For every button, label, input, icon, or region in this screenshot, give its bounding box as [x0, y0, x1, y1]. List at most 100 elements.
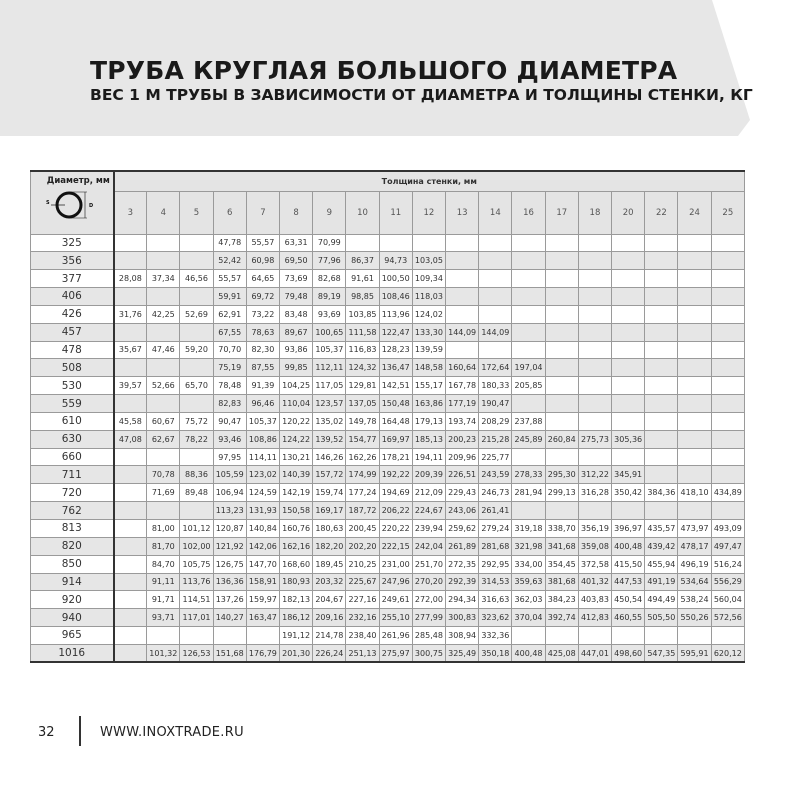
weight-cell: 133,30 — [411, 322, 447, 342]
weight-cell: 292,39 — [445, 572, 480, 592]
weight-cell — [710, 233, 746, 253]
weight-cell: 305,36 — [611, 429, 646, 449]
diameter-cell: 711 — [30, 465, 115, 485]
weight-cell — [544, 287, 579, 306]
weight-cell — [511, 340, 546, 360]
weight-cell: 180,33 — [478, 376, 513, 396]
weight-cell — [112, 287, 148, 306]
weight-cell: 312,22 — [577, 465, 613, 485]
diameter-cell: 920 — [30, 590, 115, 610]
weight-cell — [710, 394, 746, 413]
weight-cell: 275,73 — [577, 429, 613, 449]
thickness-column-header: 14 — [478, 190, 513, 235]
thickness-column-header: 6 — [212, 190, 247, 235]
weight-cell — [577, 304, 613, 324]
footer-divider — [79, 716, 81, 746]
weight-cell: 52,66 — [146, 376, 181, 396]
weight-cell: 245,89 — [511, 429, 546, 449]
diameter-cell: 610 — [30, 411, 115, 431]
weight-cell: 159,97 — [245, 590, 281, 610]
weight-cell: 278,33 — [511, 465, 546, 485]
weight-cell — [677, 411, 712, 431]
weight-cell — [445, 340, 480, 360]
weight-cell — [511, 626, 546, 645]
diameter-cell: 630 — [30, 429, 115, 449]
header-banner — [0, 0, 750, 136]
weight-cell: 556,29 — [710, 572, 746, 592]
weight-cell: 392,74 — [544, 608, 579, 628]
weight-cell — [179, 358, 214, 378]
weight-cell — [544, 501, 579, 520]
weight-cell: 79,48 — [279, 287, 314, 306]
weight-cell: 300,83 — [445, 608, 480, 628]
weight-cell: 249,61 — [378, 590, 413, 610]
weight-cell: 89,67 — [279, 322, 314, 342]
weight-cell — [179, 322, 214, 342]
weight-cell: 412,83 — [577, 608, 613, 628]
table-row: 530 39,57 52,66 65,70 78,48 91,39 104,25 117,05… — [30, 376, 746, 396]
diameter-cell: 406 — [30, 287, 115, 306]
weight-cell — [644, 251, 679, 271]
weight-cell: 220,22 — [378, 519, 413, 538]
weight-cell — [212, 626, 247, 645]
weight-cell: 185,13 — [411, 429, 447, 449]
thickness-column-header: 24 — [677, 190, 712, 235]
weight-cell: 105,37 — [245, 411, 281, 431]
weight-cell: 108,46 — [378, 287, 413, 306]
weight-cell: 120,22 — [279, 411, 314, 431]
weight-cell: 91,39 — [245, 376, 281, 396]
weight-cell: 89,19 — [312, 287, 347, 306]
weight-cell: 93,46 — [212, 429, 247, 449]
weight-cell — [677, 501, 712, 520]
weight-cell: 229,43 — [445, 483, 480, 503]
weight-cell: 261,96 — [378, 626, 413, 645]
weight-cell: 96,46 — [245, 394, 281, 413]
weight-cell — [710, 251, 746, 271]
weight-cell: 89,48 — [179, 483, 214, 503]
weight-cell: 212,09 — [411, 483, 447, 503]
table-row: 406 59,91 69,72 79,48 89,19 98,85 108,46 118,03 — [30, 287, 746, 306]
weight-cell — [611, 251, 646, 271]
weight-cell — [677, 322, 712, 342]
weight-cell: 158,91 — [245, 572, 281, 592]
thickness-column-header: 13 — [445, 190, 480, 235]
weight-cell — [179, 233, 214, 253]
weight-cell — [445, 304, 480, 324]
weight-cell: 359,08 — [577, 536, 613, 556]
weight-cell — [677, 465, 712, 485]
weight-cell: 192,22 — [378, 465, 413, 485]
weight-cell: 201,30 — [279, 643, 314, 663]
diameter-cell: 965 — [30, 626, 115, 645]
weight-cell: 168,60 — [279, 554, 314, 574]
weight-cell: 251,70 — [411, 554, 447, 574]
weight-cell — [577, 501, 613, 520]
weight-cell: 100,65 — [312, 322, 347, 342]
weight-cell — [644, 322, 679, 342]
weight-cell — [677, 358, 712, 378]
weight-cell — [146, 287, 181, 306]
page-title: ТРУБА КРУГЛАЯ БОЛЬШОГО ДИАМЕТРА — [90, 56, 678, 85]
website-link[interactable]: WWW.INOXTRADE.RU — [100, 725, 244, 740]
weight-cell: 144,09 — [478, 322, 513, 342]
table-row: 356 52,42 60,98 69,50 77,96 86,37 94,73 103,05 — [30, 251, 746, 271]
weight-cell: 90,47 — [212, 411, 247, 431]
weight-cell: 128,23 — [378, 340, 413, 360]
weight-cell: 62,91 — [212, 304, 247, 324]
weight-cell — [511, 304, 546, 324]
weight-cell — [644, 411, 679, 431]
weight-cell: 137,05 — [345, 394, 380, 413]
weight-cell: 157,72 — [312, 465, 347, 485]
weight-cell: 381,68 — [544, 572, 579, 592]
weight-cell: 93,69 — [312, 304, 347, 324]
weight-cell — [445, 251, 480, 271]
table-row: 762 113,23 131,93 150,58 169,17 187,72 206,22 2… — [30, 501, 746, 520]
weight-cell: 202,20 — [345, 536, 380, 556]
weight-cell: 354,45 — [544, 554, 579, 574]
thickness-column-header: 8 — [279, 190, 314, 235]
table-row: 920 91,71 114,51 137,26 159,97 182,13 204,67 22… — [30, 590, 746, 610]
weight-cell: 103,05 — [411, 251, 447, 271]
weight-cell — [677, 251, 712, 271]
weight-cell — [112, 233, 148, 253]
weight-cell: 94,73 — [378, 251, 413, 271]
weight-cell: 493,09 — [710, 519, 746, 538]
